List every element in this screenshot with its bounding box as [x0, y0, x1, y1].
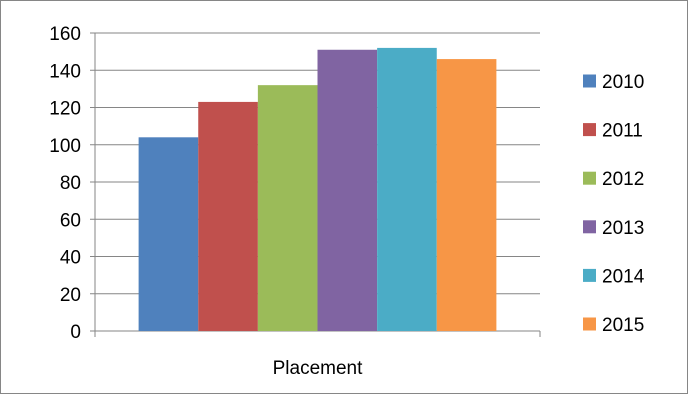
y-tick-label: 0	[70, 322, 81, 343]
y-tick-labels: 0 20 40 60 80 100 120 140 160	[49, 24, 81, 343]
legend-swatch-2013	[583, 220, 596, 234]
legend-swatch-2012	[583, 171, 596, 185]
legend-label-2010: 2010	[602, 72, 644, 93]
x-category-labels: Placement	[273, 358, 363, 379]
legend-swatch-2010	[583, 74, 596, 88]
bar-2015	[436, 59, 497, 331]
legend-label-2012: 2012	[602, 169, 644, 190]
bars	[138, 47, 497, 332]
legend-label-2013: 2013	[602, 218, 644, 239]
y-tick-label: 160	[49, 24, 81, 45]
legend-swatch-2011	[583, 123, 596, 137]
y-tick-label: 80	[60, 173, 81, 194]
legend-swatch-2014	[583, 268, 596, 282]
legend-label-2014: 2014	[602, 266, 645, 287]
legend-label-2015: 2015	[602, 315, 644, 336]
bar-2013	[317, 49, 378, 331]
legend-label-2011: 2011	[602, 121, 643, 142]
x-category-label: Placement	[273, 358, 363, 379]
y-tick-label: 40	[60, 248, 81, 269]
y-tick-label: 20	[60, 285, 81, 306]
y-tick-label: 100	[49, 136, 81, 157]
bar-2012	[257, 85, 318, 332]
y-tick-label: 140	[49, 61, 81, 82]
legend-swatch-2015	[583, 317, 596, 331]
bar-2011	[198, 101, 258, 331]
y-tick-label: 120	[49, 99, 81, 120]
bar-2010	[138, 137, 199, 331]
bar-2014	[377, 47, 437, 332]
legend[interactable]: 2010 2011 2012 2013 2014 2015	[583, 72, 645, 336]
y-tick-label: 60	[60, 210, 81, 231]
